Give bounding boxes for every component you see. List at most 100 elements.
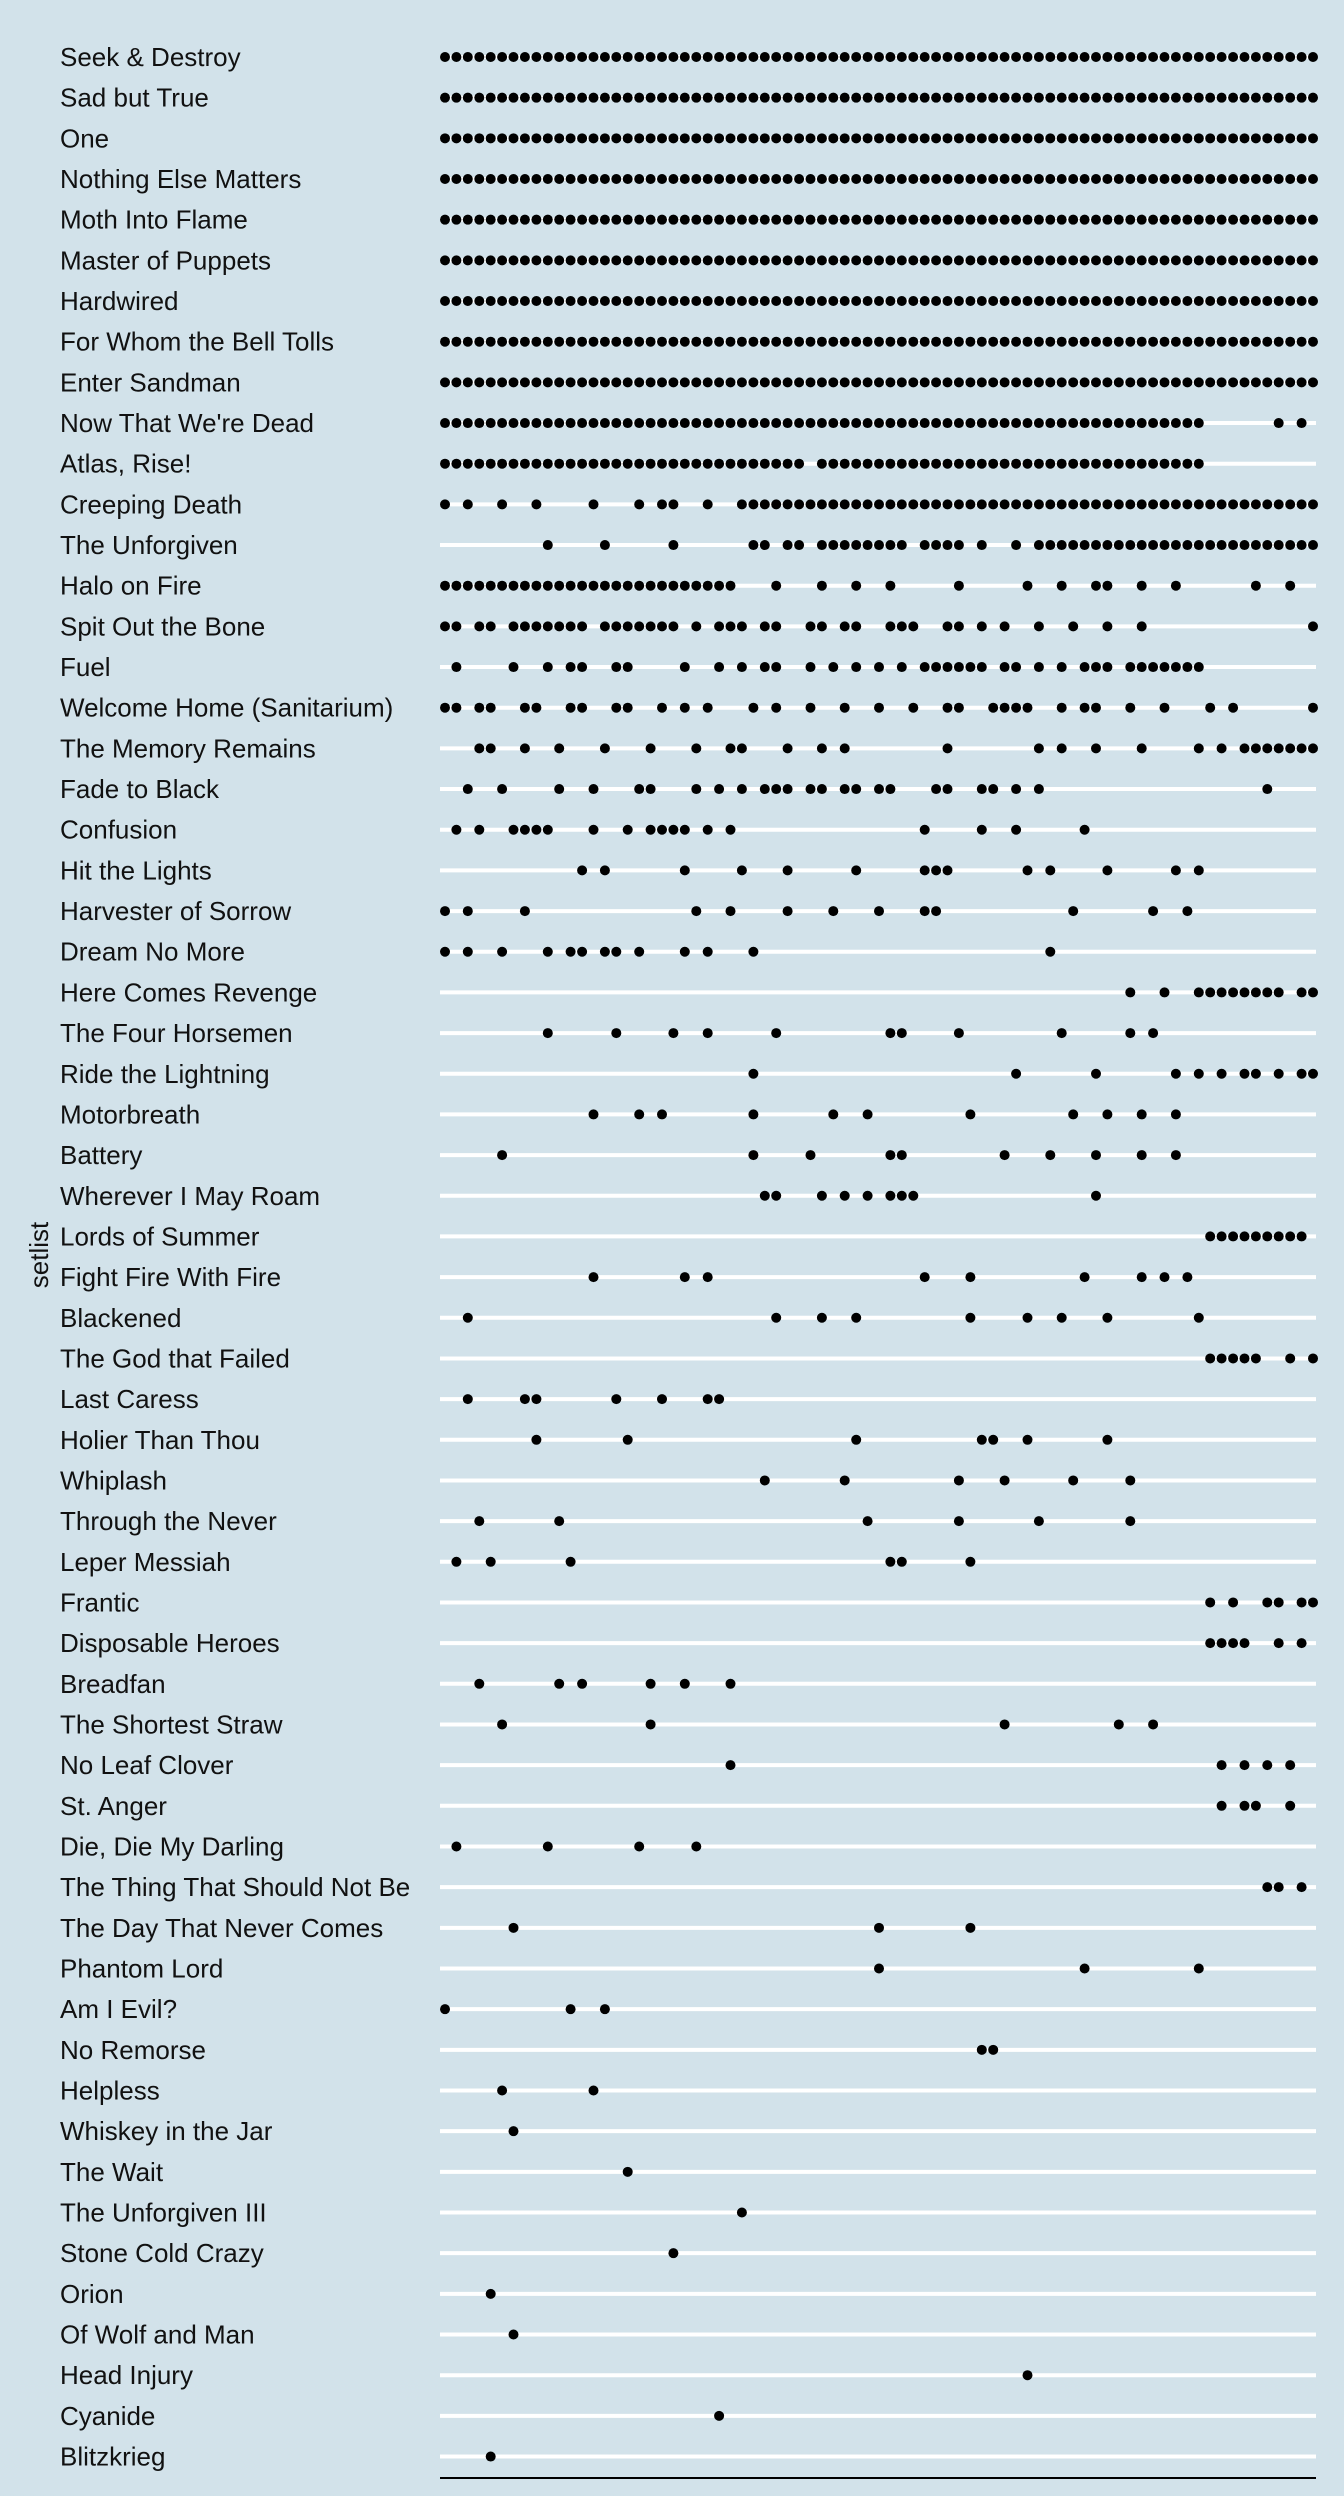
- show-dot: [999, 214, 1010, 225]
- show-dot: [885, 621, 896, 632]
- show-dot: [668, 296, 679, 307]
- show-dot: [599, 174, 610, 185]
- show-dot: [1182, 1272, 1193, 1283]
- show-dot: [1262, 174, 1273, 185]
- show-dot: [919, 336, 930, 347]
- show-dot: [736, 499, 747, 510]
- show-dot: [725, 296, 736, 307]
- show-dot: [851, 133, 862, 144]
- song-label: Leper Messiah: [60, 1547, 231, 1577]
- show-dot: [725, 418, 736, 429]
- show-dot: [657, 296, 667, 307]
- show-dot: [1273, 255, 1284, 266]
- show-dot: [942, 336, 953, 347]
- show-dot: [1136, 174, 1147, 185]
- show-dot: [908, 621, 919, 632]
- show-dot: [999, 418, 1010, 429]
- show-dot: [874, 1922, 884, 1933]
- show-dot: [874, 418, 884, 429]
- show-dot: [896, 540, 907, 551]
- show-dot: [691, 1841, 702, 1852]
- show-dot: [485, 174, 496, 185]
- show-dot: [702, 458, 713, 469]
- show-dot: [1045, 133, 1056, 144]
- show-dot: [588, 214, 599, 225]
- song-label: Head Injury: [60, 2360, 193, 2390]
- show-dot: [1182, 377, 1193, 388]
- show-dot: [1136, 336, 1147, 347]
- show-dot: [1136, 92, 1147, 103]
- show-dot: [851, 540, 862, 551]
- show-dot: [908, 377, 919, 388]
- show-dot: [999, 255, 1010, 266]
- show-dot: [702, 296, 713, 307]
- show-dot: [657, 255, 667, 266]
- show-dot: [1125, 255, 1136, 266]
- show-dot: [599, 92, 610, 103]
- show-dot: [1091, 1068, 1101, 1079]
- show-dot: [931, 133, 942, 144]
- song-label: Am I Evil?: [60, 1994, 177, 2024]
- show-dot: [771, 580, 782, 591]
- show-dot: [1079, 92, 1090, 103]
- show-dot: [668, 52, 679, 62]
- show-dot: [1148, 214, 1159, 225]
- show-dot: [497, 458, 508, 469]
- show-dot: [1148, 336, 1159, 347]
- show-dot: [748, 52, 759, 62]
- show-dot: [1045, 174, 1056, 185]
- show-dot: [1045, 540, 1056, 551]
- show-dot: [931, 255, 942, 266]
- show-dot: [668, 377, 679, 388]
- show-dot: [942, 662, 953, 673]
- show-dot: [542, 214, 553, 225]
- song-label: The Four Horsemen: [60, 1018, 293, 1048]
- show-dot: [634, 92, 645, 103]
- show-dot: [759, 52, 770, 62]
- show-dot: [862, 499, 873, 510]
- y-axis-label: setlist: [24, 1221, 54, 1288]
- show-dot: [988, 92, 999, 103]
- show-dot: [828, 255, 839, 266]
- show-dot: [1022, 458, 1033, 469]
- show-dot: [953, 1516, 964, 1527]
- show-dot: [1216, 743, 1227, 754]
- show-dot: [1113, 336, 1124, 347]
- show-dot: [1136, 743, 1147, 754]
- show-dot: [1296, 92, 1307, 103]
- show-dot: [1193, 987, 1204, 998]
- show-dot: [1079, 1963, 1090, 1974]
- show-dot: [1159, 458, 1170, 469]
- show-dot: [953, 92, 964, 103]
- show-dot: [885, 377, 896, 388]
- show-dot: [1136, 662, 1147, 673]
- show-dot: [1022, 296, 1033, 307]
- show-dot: [1216, 377, 1227, 388]
- show-dot: [691, 92, 702, 103]
- show-dot: [1193, 296, 1204, 307]
- show-dot: [1216, 174, 1227, 185]
- show-dot: [919, 296, 930, 307]
- show-dot: [1068, 1475, 1079, 1486]
- show-dot: [588, 377, 599, 388]
- show-dot: [565, 662, 576, 673]
- show-dot: [634, 1841, 645, 1852]
- show-dot: [988, 336, 999, 347]
- show-dot: [965, 52, 976, 62]
- show-dot: [1033, 418, 1044, 429]
- show-dot: [1148, 133, 1159, 144]
- show-dot: [999, 662, 1010, 673]
- show-dot: [462, 174, 473, 185]
- show-dot: [896, 1150, 907, 1161]
- show-dot: [1239, 214, 1250, 225]
- show-dot: [736, 377, 747, 388]
- song-label: Hardwired: [60, 286, 179, 316]
- show-dot: [645, 174, 656, 185]
- show-dot: [885, 499, 896, 510]
- show-dot: [828, 52, 839, 62]
- show-dot: [725, 52, 736, 62]
- show-dot: [1068, 458, 1079, 469]
- show-dot: [1205, 296, 1216, 307]
- show-dot: [839, 784, 850, 795]
- show-dot: [702, 946, 713, 957]
